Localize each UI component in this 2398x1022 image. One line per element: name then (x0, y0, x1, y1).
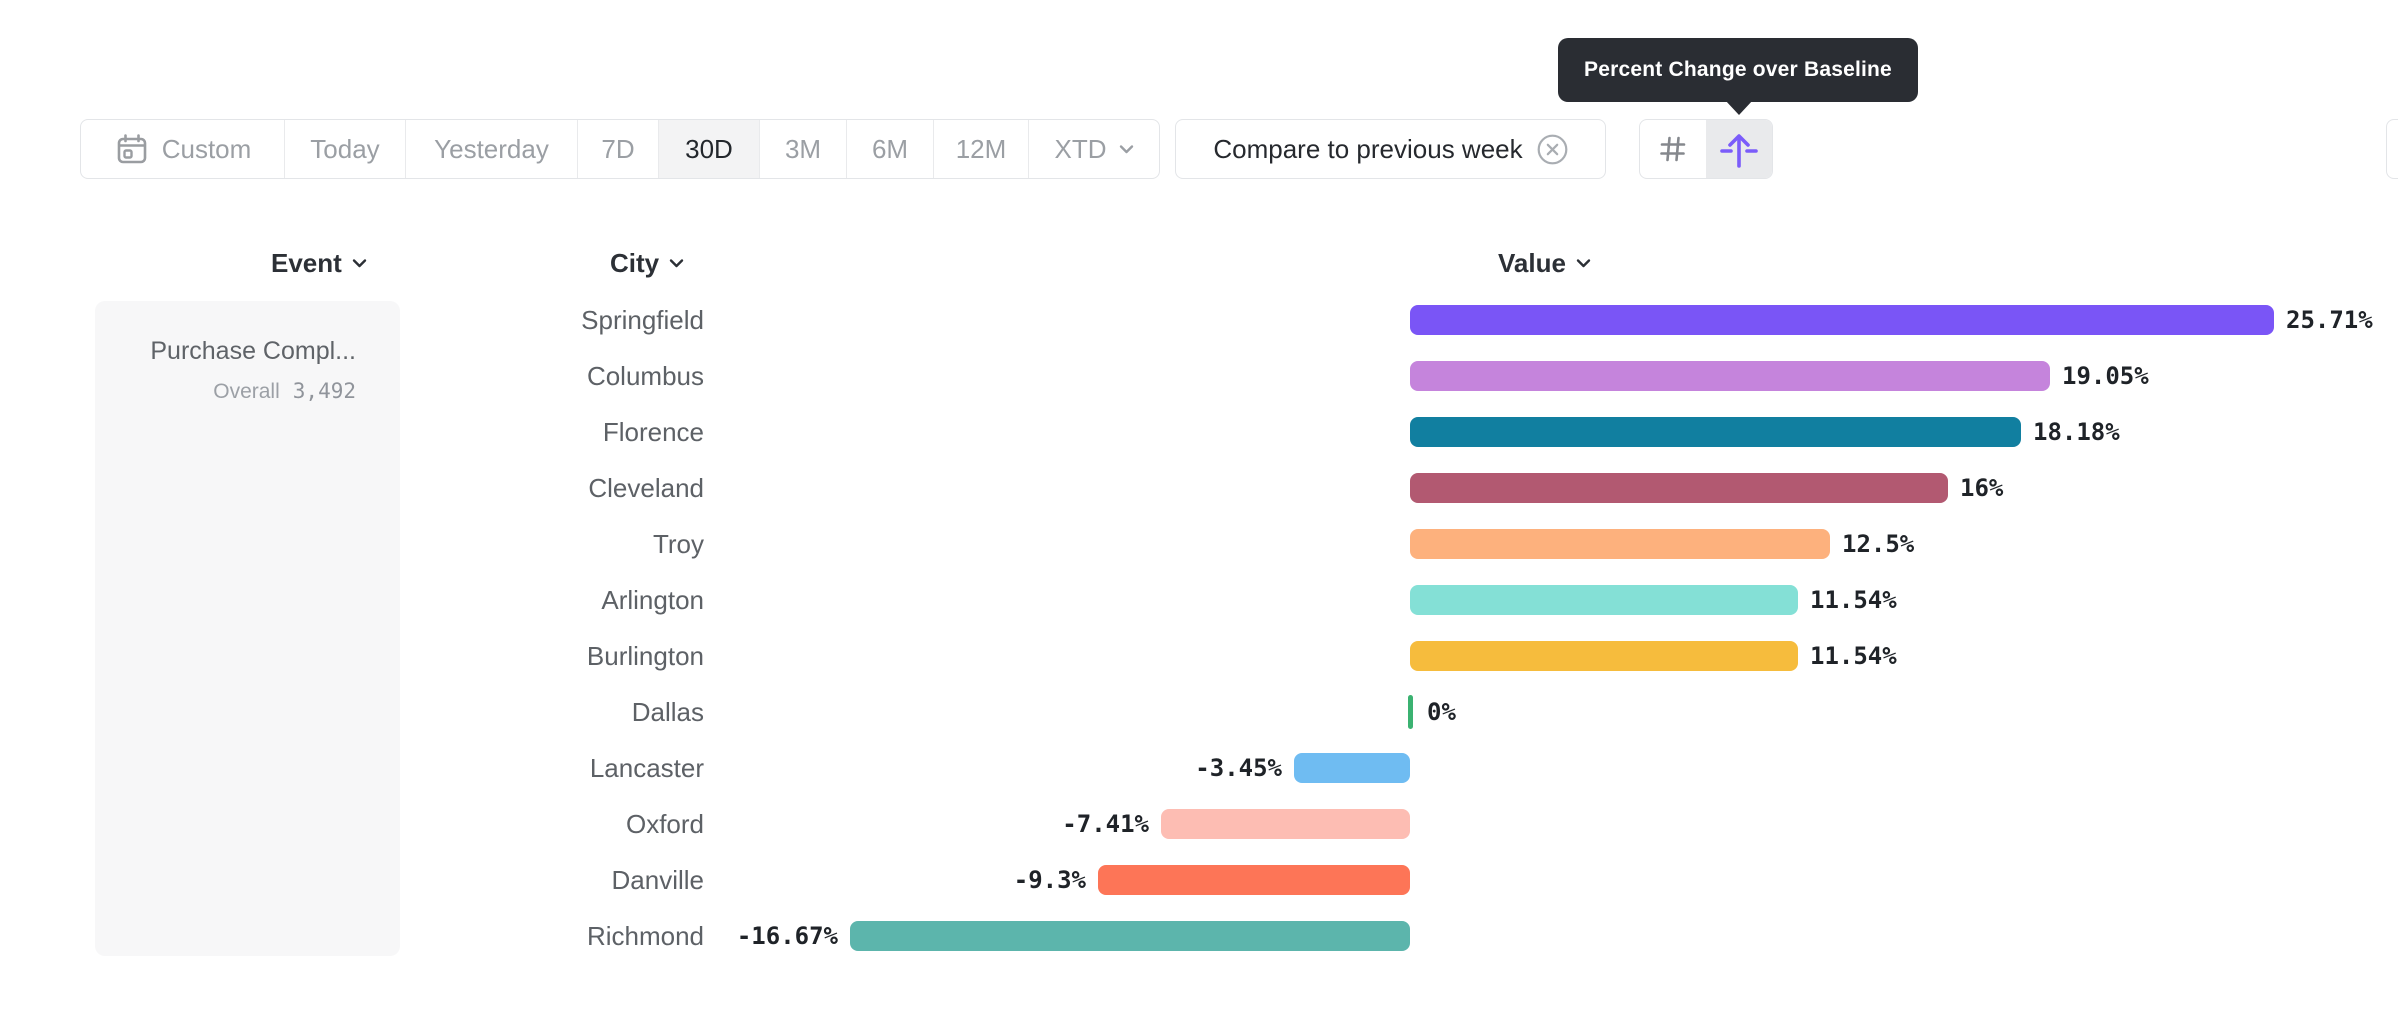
bar-arlington[interactable] (1410, 585, 1798, 615)
city-label-dallas: Dallas (631, 697, 704, 727)
column-header-city[interactable]: City (610, 247, 684, 279)
compare-to-previous-week-button[interactable]: Compare to previous week (1175, 119, 1606, 179)
bar-burlington[interactable] (1410, 641, 1798, 671)
value-label-dallas: 0% (1427, 698, 1456, 726)
date-range-6m[interactable]: 6M (847, 120, 934, 178)
value-label-springfield: 25.71% (2286, 306, 2373, 334)
city-label-danville: Danville (611, 865, 705, 895)
tooltip-percent-change: Percent Change over Baseline (1558, 38, 1918, 115)
tooltip-arrow (1725, 100, 1753, 115)
circle-x-icon[interactable] (1537, 134, 1568, 165)
calendar-icon (117, 134, 147, 164)
compare-label: Compare to previous week (1213, 133, 1523, 164)
date-range-label: 12M (955, 133, 1007, 164)
date-range-xtd[interactable]: XTD (1029, 120, 1159, 178)
bar-lancaster[interactable] (1294, 753, 1410, 783)
city-label-cleveland: Cleveland (588, 473, 704, 503)
column-header-event[interactable]: Event (271, 247, 367, 279)
date-range-label: 7D (601, 133, 635, 164)
grid-hash-icon (1660, 136, 1686, 162)
bar-danville[interactable] (1098, 865, 1410, 895)
percent-change-baseline-toggle[interactable] (1706, 120, 1772, 178)
date-range-today[interactable]: Today (285, 120, 406, 178)
value-label-burlington: 11.54% (1810, 642, 1897, 670)
date-range-3m[interactable]: 3M (760, 120, 847, 178)
bar-oxford[interactable] (1161, 809, 1410, 839)
value-label-arlington: 11.54% (1810, 586, 1897, 614)
bar-florence[interactable] (1410, 417, 2021, 447)
overall-label: Overall (213, 380, 280, 403)
bar-richmond[interactable] (850, 921, 1410, 951)
chevron-down-icon (1576, 259, 1591, 268)
city-label-burlington: Burlington (586, 641, 704, 671)
value-label-danville: -9.3% (1013, 866, 1086, 894)
bar-springfield[interactable] (1410, 305, 2274, 335)
date-range-label: 6M (871, 133, 909, 164)
date-range-label: XTD (1054, 133, 1107, 164)
value-header-label: Value (1498, 247, 1566, 278)
date-range-label: 3M (784, 133, 822, 164)
event-card[interactable]: Purchase Compl... Overall 3,492 (95, 301, 400, 956)
zero-tick-dallas[interactable] (1408, 695, 1413, 729)
city-label-lancaster: Lancaster (589, 753, 704, 783)
column-header-value[interactable]: Value (1498, 247, 1591, 279)
city-label-troy: Troy (652, 529, 704, 559)
value-label-oxford: -7.41% (1062, 810, 1149, 838)
date-range-yesterday[interactable]: Yesterday (406, 120, 578, 178)
tooltip-label: Percent Change over Baseline (1584, 58, 1892, 81)
event-title: Purchase Compl... (150, 337, 356, 365)
value-label-richmond: -16.67% (736, 922, 838, 950)
city-label-oxford: Oxford (625, 809, 704, 839)
chevron-down-icon (669, 259, 684, 268)
bar-troy[interactable] (1410, 529, 1830, 559)
city-label-columbus: Columbus (586, 361, 704, 391)
value-label-cleveland: 16% (1960, 474, 2004, 502)
bar-columbus[interactable] (1410, 361, 2050, 391)
city-label-florence: Florence (602, 417, 704, 447)
city-label-richmond: Richmond (586, 921, 704, 951)
chevron-down-icon (352, 259, 367, 268)
date-range-label: Yesterday (434, 133, 549, 164)
date-range-label: Today (310, 133, 380, 164)
baseline-arrow-icon (1720, 134, 1758, 168)
event-header-label: Event (271, 247, 342, 278)
overall-value: 3,492 (292, 379, 356, 403)
value-label-columbus: 19.05% (2062, 362, 2149, 390)
bar-cleveland[interactable] (1410, 473, 1948, 503)
date-range-7d[interactable]: 7D (578, 120, 659, 178)
date-range-label: Custom (161, 133, 252, 164)
city-header-label: City (610, 247, 660, 278)
value-label-lancaster: -3.45% (1195, 754, 1282, 782)
date-range-12m[interactable]: 12M (934, 120, 1029, 178)
city-label-arlington: Arlington (601, 585, 704, 615)
chevron-down-icon (1119, 145, 1133, 154)
date-range-label: 30D (685, 133, 733, 164)
absolute-values-toggle[interactable] (1640, 120, 1706, 178)
value-label-florence: 18.18% (2033, 418, 2120, 446)
date-range-30d[interactable]: 30D (659, 120, 760, 178)
clipped-edge-button[interactable] (2386, 119, 2398, 179)
city-label-springfield: Springfield (581, 305, 704, 335)
date-range-custom[interactable]: Custom (81, 120, 285, 178)
value-display-toggle (1639, 119, 1773, 179)
date-range-picker: Custom Today Yesterday 7D 30D 3M 6M 12M XTD (80, 119, 1160, 179)
value-label-troy: 12.5% (1842, 530, 1915, 558)
event-overall-row: Overall 3,492 (213, 379, 356, 404)
